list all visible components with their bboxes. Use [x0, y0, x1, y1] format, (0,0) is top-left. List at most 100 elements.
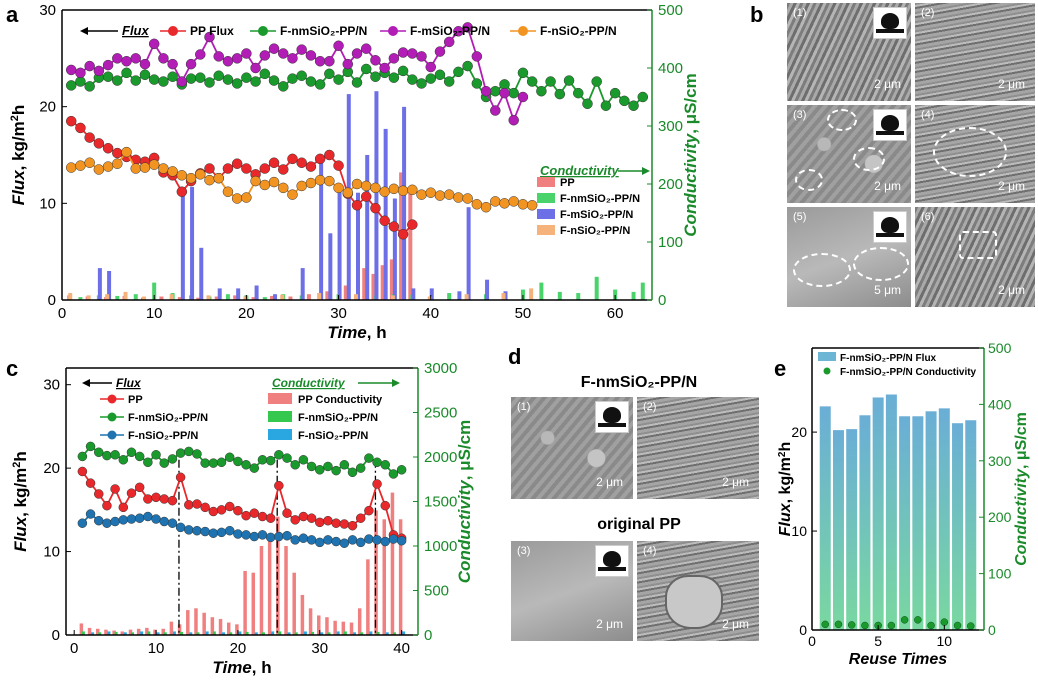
- bar-c: [156, 632, 160, 635]
- data-point: [151, 492, 161, 503]
- data-point: [121, 146, 132, 158]
- sem-label: (4): [643, 545, 657, 557]
- data-point: [370, 55, 381, 66]
- data-point: [364, 453, 374, 463]
- data-point: [241, 510, 251, 521]
- legend-marker: [107, 412, 117, 422]
- data-point: [257, 455, 268, 465]
- data-point: [347, 520, 358, 531]
- bar-a: [317, 293, 322, 300]
- bar-c: [120, 631, 125, 635]
- y2-tick-label: 500: [988, 340, 1012, 356]
- bar-c: [336, 631, 340, 635]
- data-point: [351, 48, 363, 59]
- bar-a: [408, 189, 413, 300]
- sem-label: (1): [517, 401, 531, 413]
- y-axis-label: Flux, kg/m2h: [777, 442, 795, 536]
- x-tick-label: 0: [70, 640, 78, 657]
- data-point: [85, 478, 96, 488]
- data-point: [434, 46, 446, 57]
- scale-bar-label: 2 μm: [596, 475, 623, 489]
- bar-a: [152, 282, 157, 300]
- bar-c: [261, 632, 265, 635]
- bar-c: [369, 631, 373, 635]
- legend-marker: [258, 26, 268, 36]
- data-point: [323, 515, 333, 526]
- bar-c: [327, 632, 331, 635]
- data-point: [370, 182, 381, 194]
- flux-arrow-head: [80, 27, 88, 35]
- legend-label: F-nmSiO₂-PP/N: [560, 193, 640, 205]
- data-point: [130, 163, 141, 174]
- bar-a: [180, 195, 185, 300]
- bar-c: [300, 594, 305, 635]
- data-point: [84, 81, 95, 92]
- data-point: [110, 516, 120, 527]
- bar-c: [107, 631, 111, 635]
- data-point: [282, 530, 292, 541]
- sem-label: (3): [793, 109, 807, 121]
- data-point: [167, 454, 178, 464]
- bar-c: [343, 631, 347, 635]
- highlight-ellipse: [793, 253, 851, 287]
- data-point: [480, 201, 492, 213]
- data-point: [130, 53, 141, 64]
- data-point: [175, 448, 186, 458]
- bar-c: [205, 631, 209, 635]
- data-point: [298, 533, 309, 543]
- data-point: [305, 161, 317, 172]
- conductivity-point: [900, 616, 909, 624]
- legend-label: PP: [560, 177, 575, 189]
- panel-letter-c: c: [6, 356, 19, 381]
- data-point: [609, 87, 621, 99]
- y2-tick-label: 300: [988, 453, 1012, 469]
- droplet-icon: [873, 7, 907, 39]
- bar-a: [402, 106, 407, 300]
- panel-d-title-bottom: original PP: [597, 516, 681, 533]
- flux-arrow-head: [82, 379, 90, 387]
- y-tick-label: 30: [43, 377, 60, 394]
- data-point: [84, 157, 95, 168]
- bar-c: [308, 608, 313, 635]
- data-point: [347, 467, 358, 478]
- bar-c: [169, 621, 174, 635]
- data-point: [257, 511, 268, 522]
- data-point: [102, 142, 114, 154]
- bar-a: [107, 271, 112, 300]
- data-point: [480, 85, 492, 97]
- flux-bar: [846, 429, 858, 630]
- bar-c: [163, 632, 167, 635]
- bar-a: [501, 293, 506, 300]
- data-point: [315, 517, 325, 528]
- data-point: [323, 461, 333, 472]
- data-point: [314, 174, 326, 186]
- data-point: [324, 175, 335, 187]
- data-point: [347, 535, 358, 545]
- y-tick-label: 30: [39, 2, 56, 19]
- x-tick-label: 10: [146, 305, 163, 322]
- data-point: [490, 85, 501, 97]
- y2-axis-label: Conductivity, μS/cm: [681, 73, 700, 236]
- bar-a: [86, 295, 91, 300]
- bar-a: [464, 294, 469, 300]
- legend-swatch: [268, 429, 292, 440]
- data-point: [364, 534, 374, 544]
- data-point: [305, 177, 317, 189]
- data-point: [93, 447, 104, 458]
- bar-a: [640, 282, 645, 300]
- data-point: [462, 60, 473, 72]
- data-point: [517, 199, 529, 210]
- bar-a: [97, 268, 102, 300]
- data-point: [192, 525, 202, 536]
- bar-a: [325, 291, 330, 300]
- conductivity-point: [927, 621, 935, 630]
- data-point: [499, 87, 510, 99]
- data-point: [360, 43, 372, 54]
- data-point: [397, 185, 409, 197]
- bar-c: [292, 572, 296, 635]
- data-point: [278, 48, 289, 59]
- data-point: [222, 163, 234, 174]
- data-point: [416, 78, 427, 89]
- flux-arrow-label: Flux: [122, 23, 149, 38]
- data-point: [282, 508, 292, 518]
